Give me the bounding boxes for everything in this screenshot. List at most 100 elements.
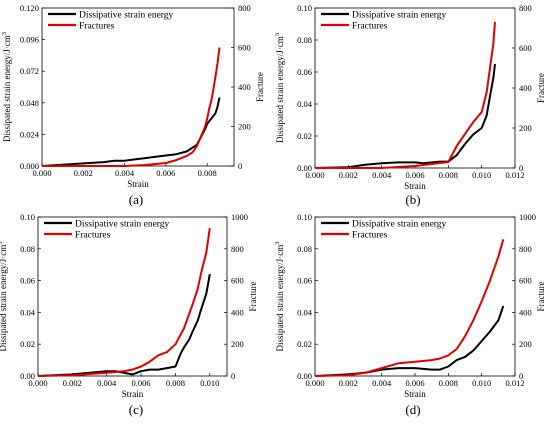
legend-label: Fractures bbox=[75, 231, 111, 241]
panel-label: (d) bbox=[405, 402, 420, 417]
x-tick-label: 0.010 bbox=[472, 170, 491, 180]
x-tick-label: 0.000 bbox=[305, 170, 324, 180]
y-tick-label: 0.024 bbox=[20, 129, 40, 139]
y2-tick-label: 600 bbox=[231, 276, 244, 286]
y-axis-title-text: Dissipated strain energy/J·cm bbox=[2, 35, 12, 142]
y2-tick-label: 600 bbox=[238, 43, 251, 53]
x-axis-title: Strain bbox=[404, 181, 426, 191]
x-tick-label: 0.004 bbox=[115, 168, 135, 178]
y-tick-label: 0.00 bbox=[297, 163, 312, 173]
x-tick-label: 0.008 bbox=[439, 378, 458, 388]
y-tick-label: 0.10 bbox=[20, 212, 35, 222]
y-axis-title: Dissipated strain energy/J·cm3 bbox=[274, 241, 285, 351]
series-line-fractures bbox=[314, 239, 505, 377]
x-tick-label: 0.012 bbox=[505, 378, 524, 388]
y-tick-label: 0.096 bbox=[20, 35, 39, 45]
legend-label: Dissipative strain energy bbox=[75, 220, 170, 230]
x-tick-label: 0.008 bbox=[439, 170, 458, 180]
y-tick-label: 0.00 bbox=[20, 371, 35, 381]
panel-label: (a) bbox=[129, 192, 143, 207]
y2-tick-label: 800 bbox=[238, 3, 251, 13]
x-tick-label: 0.012 bbox=[505, 170, 524, 180]
legend-label: Dissipative strain energy bbox=[352, 220, 447, 230]
y-axis-title-superscript: 3 bbox=[0, 241, 4, 244]
y2-axis-title: Fracture bbox=[536, 282, 546, 312]
y-tick-label: 0.06 bbox=[297, 276, 312, 286]
x-tick-label: 0.000 bbox=[28, 378, 47, 388]
legend-label: Dissipative strain energy bbox=[352, 11, 447, 21]
x-tick-label: 0.002 bbox=[63, 378, 82, 388]
plot-frame bbox=[41, 7, 235, 167]
y2-tick-label: 600 bbox=[519, 276, 532, 286]
x-tick-label: 0.008 bbox=[198, 168, 217, 178]
y-tick-label: 0.048 bbox=[20, 98, 39, 108]
x-tick-label: 0.004 bbox=[372, 170, 392, 180]
y-tick-label: 0.08 bbox=[297, 244, 312, 254]
y-tick-label: 0.10 bbox=[297, 3, 312, 13]
x-axis-title: Strain bbox=[404, 389, 426, 399]
x-tick-label: 0.008 bbox=[166, 378, 185, 388]
y2-tick-label: 0 bbox=[519, 163, 523, 173]
y2-tick-label: 400 bbox=[519, 307, 532, 317]
x-axis-title: Strain bbox=[127, 179, 149, 189]
y-axis-title-text: Dissipated strain energy/J·cm bbox=[0, 245, 8, 352]
legend-label: Fractures bbox=[79, 22, 115, 32]
y-tick-label: 0.02 bbox=[297, 131, 312, 141]
y2-tick-label: 400 bbox=[519, 83, 532, 93]
y-axis-title-superscript: 3 bbox=[274, 241, 281, 244]
y-axis-title-superscript: 3 bbox=[1, 32, 8, 35]
legend-label: Dissipative strain energy bbox=[79, 11, 174, 21]
plot-frame bbox=[314, 7, 516, 169]
y-tick-label: 0.000 bbox=[20, 161, 39, 171]
series-line-dissipative-strain-energy bbox=[37, 274, 211, 377]
y2-tick-label: 0 bbox=[231, 371, 235, 381]
plot-frame bbox=[37, 216, 228, 377]
y2-tick-label: 0 bbox=[519, 371, 523, 381]
panel-label: (b) bbox=[405, 192, 420, 207]
x-tick-label: 0.004 bbox=[372, 378, 392, 388]
y2-tick-label: 400 bbox=[231, 307, 244, 317]
y-axis-title-text: Dissipated strain energy/J·cm bbox=[275, 36, 285, 143]
y-tick-label: 0.08 bbox=[20, 244, 35, 254]
panel-label: (c) bbox=[129, 402, 143, 417]
x-tick-label: 0.000 bbox=[32, 168, 51, 178]
y-tick-label: 0.00 bbox=[297, 371, 312, 381]
chart-panel-d: 0.000 0.002 0.004 0.006 0.008 0.010 0.0120.000… bbox=[274, 212, 546, 417]
x-tick-label: 0.000 bbox=[305, 378, 324, 388]
x-axis-title: Strain bbox=[122, 389, 144, 399]
legend-label: Fractures bbox=[352, 22, 388, 32]
y-tick-label: 0.02 bbox=[297, 339, 312, 349]
chart-panel-b: 0.000 0.002 0.004 0.006 0.008 0.010 0.0120.000… bbox=[274, 3, 546, 207]
series-line-fractures bbox=[37, 227, 211, 377]
y2-tick-label: 800 bbox=[519, 3, 532, 13]
y2-tick-label: 600 bbox=[519, 43, 532, 53]
series-line-dissipative-strain-energy bbox=[41, 97, 221, 167]
x-tick-label: 0.002 bbox=[74, 168, 93, 178]
x-tick-label: 0.006 bbox=[405, 170, 424, 180]
y-axis-title-text: Dissipated strain energy/J·cm bbox=[275, 245, 285, 352]
x-tick-label: 0.010 bbox=[472, 378, 491, 388]
x-tick-label: 0.002 bbox=[339, 378, 358, 388]
plot-frame bbox=[314, 216, 516, 377]
chart-panel-a: 0.000 0.002 0.004 0.006 0.008 0.000 0.024 0.048… bbox=[1, 3, 265, 207]
legend-label: Fractures bbox=[352, 231, 388, 241]
y-tick-label: 0.06 bbox=[20, 276, 35, 286]
y2-tick-label: 400 bbox=[238, 82, 251, 92]
y-axis-title-superscript: 3 bbox=[274, 33, 281, 36]
y-tick-label: 0.072 bbox=[20, 66, 39, 76]
y2-axis-title: Fracture bbox=[536, 73, 546, 103]
y2-tick-label: 200 bbox=[519, 339, 532, 349]
y-tick-label: 0.120 bbox=[20, 3, 39, 13]
y2-axis-title: Fracture bbox=[248, 282, 258, 312]
series-line-fractures bbox=[315, 21, 496, 169]
y-axis-title: Dissipated strain energy/J·cm3 bbox=[1, 32, 12, 142]
chart-panel-c: 0.000 0.002 0.004 0.006 0.008 0.010 0.00 0.02 0.… bbox=[0, 212, 258, 417]
y-tick-label: 0.10 bbox=[297, 212, 312, 222]
y-axis-title: Dissipated strain energy/J·cm3 bbox=[274, 33, 285, 143]
y-tick-label: 0.08 bbox=[297, 35, 312, 45]
y-tick-label: 0.06 bbox=[297, 67, 312, 77]
y-tick-label: 0.02 bbox=[20, 339, 35, 349]
y2-tick-label: 200 bbox=[238, 122, 251, 132]
x-tick-label: 0.002 bbox=[339, 170, 358, 180]
